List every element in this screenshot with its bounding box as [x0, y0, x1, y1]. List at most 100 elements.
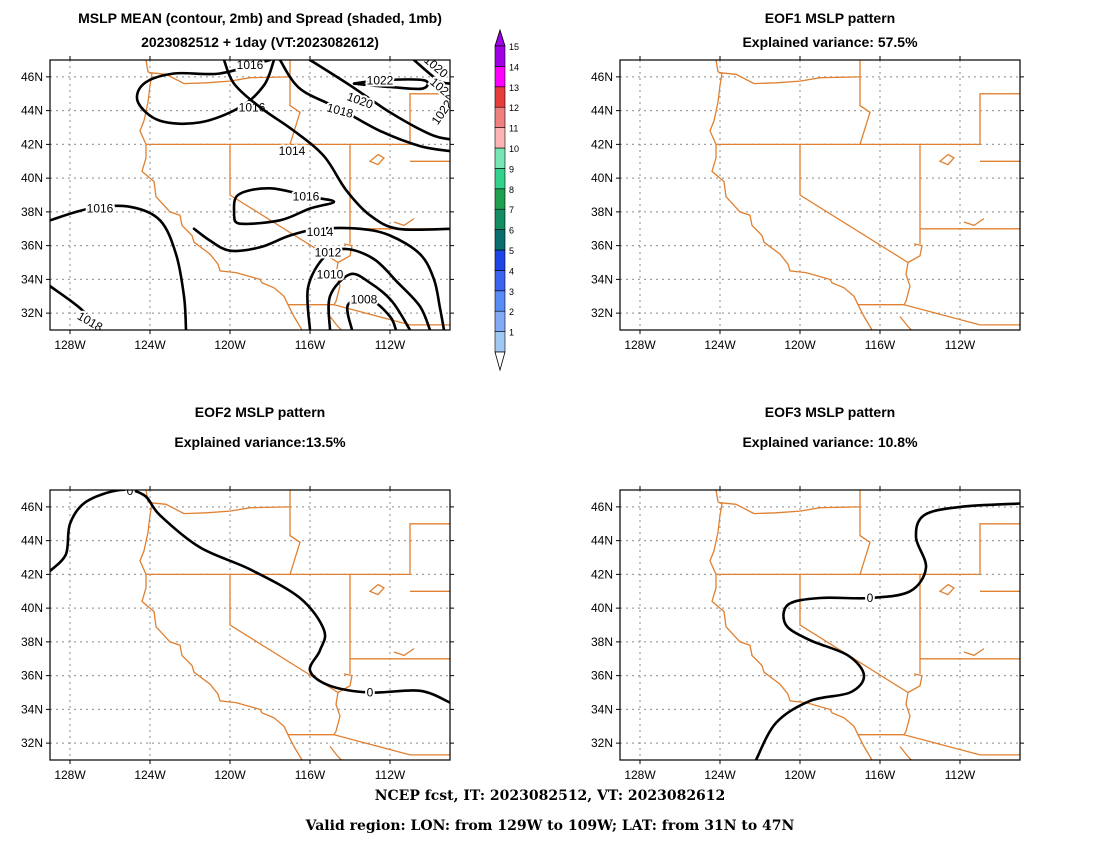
lat-tick-label: 46N: [591, 500, 613, 514]
panel4-title: EOF3 MSLP pattern: [764, 404, 896, 420]
colorbar-level-label: 10: [509, 144, 519, 154]
footer-forecast-info: NCEP fcst, IT: 2023082512, VT: 202308261…: [374, 788, 726, 804]
state-border: [979, 523, 1020, 575]
colorbar-max-arrow: [494, 28, 506, 47]
coastline: [709, 490, 873, 760]
colorbar-level-label: 11: [509, 124, 518, 134]
contour-label: 1012: [315, 245, 342, 259]
lat-tick-label: 36N: [21, 239, 43, 253]
state-border: [289, 490, 301, 575]
lon-tick-label: 124W: [704, 338, 736, 352]
lat-tick-label: 46N: [591, 70, 613, 84]
isobar-1018-sw: [50, 284, 102, 330]
gulf-coast: [329, 746, 343, 760]
colorbar-level-label: 14: [509, 62, 519, 72]
lat-tick-label: 38N: [591, 205, 613, 219]
lon-tick-label: 112W: [375, 338, 406, 352]
state-border: [859, 490, 871, 575]
wa-or-border: [149, 502, 291, 515]
state-border: [289, 60, 301, 145]
colorbar-swatch: [494, 229, 506, 251]
colorbar-level-label: 2: [509, 307, 514, 317]
wa-or-border: [719, 502, 861, 515]
lat-tick-label: 38N: [591, 635, 613, 649]
lon-tick-label: 112W: [945, 338, 976, 352]
colorbar-swatch: [494, 310, 506, 332]
lat-tick-label: 32N: [591, 306, 613, 320]
state-border: [409, 523, 450, 575]
lat-tick-label: 44N: [21, 104, 43, 118]
colorbar-level-label: 1: [509, 328, 514, 338]
panel3-title: EOF2 MSLP pattern: [194, 404, 326, 420]
contour-label: 1016: [239, 100, 266, 114]
colorbar-level-label: 6: [509, 226, 514, 236]
lat-tick-label: 36N: [591, 239, 613, 253]
isobar-1016-closed: [232, 186, 336, 226]
coastline: [709, 60, 873, 330]
isobar-1016-north: [135, 60, 276, 126]
panel-eof3: 0 32N 34N 36N 38N 40N 42N 44N 46N 128W 124W 120W 116…: [591, 486, 1024, 782]
colorbar-swatch: [494, 147, 506, 169]
gulf-coast: [899, 316, 913, 330]
lon-tick-label: 112W: [945, 768, 976, 782]
colorbar-swatch: [494, 270, 506, 292]
isobar-1020-ne-corner: [438, 99, 450, 121]
panel-mslp-mean: 1016 1016 1016 1014 1016 1014 1012 1010 1008 1018…: [21, 56, 454, 352]
lon-tick-label: 116W: [865, 338, 896, 352]
isobar-1016-ne-corner: [412, 60, 450, 85]
lat-tick-label: 40N: [21, 601, 43, 615]
state-border: [859, 60, 871, 145]
lat-tick-label: 34N: [21, 272, 43, 286]
inland-water: [907, 243, 923, 264]
state-border: [229, 574, 339, 694]
inland-water: [963, 218, 985, 227]
footer-valid-region: Valid region: LON: from 129W to 109W; LA…: [305, 818, 795, 834]
colorbar-level-label: 3: [509, 287, 514, 297]
wa-or-border: [719, 72, 861, 85]
isobar-1022-closed: [352, 78, 430, 91]
lat-tick-label: 40N: [591, 171, 613, 185]
lon-tick-label: 116W: [295, 338, 326, 352]
lon-tick-label: 120W: [214, 338, 246, 352]
colorbar-swatch: [494, 168, 506, 190]
state-border: [409, 93, 450, 145]
lat-tick-label: 34N: [591, 702, 613, 716]
isobar-1008: [345, 297, 398, 330]
lon-tick-label: 120W: [784, 338, 816, 352]
contour-label: 1010: [317, 267, 344, 281]
lon-tick-label: 128W: [54, 338, 86, 352]
state-border: [799, 144, 909, 264]
lat-tick-label: 40N: [591, 601, 613, 615]
lon-tick-label: 116W: [865, 768, 896, 782]
lon-tick-label: 124W: [134, 768, 166, 782]
contour-label: 0: [867, 591, 874, 605]
state-border: [979, 93, 1020, 145]
lon-tick-label: 128W: [624, 338, 656, 352]
contour-label: 1016: [87, 202, 114, 216]
contour-label: 1008: [351, 293, 378, 307]
state-border: [799, 574, 909, 694]
colorbar-level-label: 4: [509, 266, 514, 276]
coastline: [139, 60, 303, 330]
lat-tick-label: 32N: [591, 736, 613, 750]
gulf-coast: [329, 316, 343, 330]
panel4-subtitle: Explained variance: 10.8%: [742, 434, 918, 450]
map-frame: [619, 489, 1021, 761]
panel1-title: MSLP MEAN (contour, 2mb) and Spread (sha…: [78, 10, 442, 26]
lat-tick-label: 42N: [591, 567, 613, 581]
lat-tick-label: 44N: [591, 104, 613, 118]
colorbar-level-label: 8: [509, 185, 514, 195]
contour-label: 1022: [367, 73, 394, 87]
panel-eof2: 0 0 32N 34N 36N 38N 40N 42N 44N 46N 128W 124W 120W 11…: [21, 486, 454, 782]
colorbar-min-arrow: [494, 351, 506, 372]
state-border: [333, 692, 450, 756]
lat-tick-label: 34N: [591, 272, 613, 286]
contour-label: 1016: [237, 58, 264, 72]
lon-tick-label: 128W: [624, 768, 656, 782]
colorbar-swatch: [494, 290, 506, 312]
zero-contour: [754, 502, 1020, 760]
lat-tick-label: 44N: [21, 534, 43, 548]
colorbar-level-label: 5: [509, 246, 514, 256]
panel1-subtitle: 2023082512 + 1day (VT:2023082612): [141, 34, 379, 50]
